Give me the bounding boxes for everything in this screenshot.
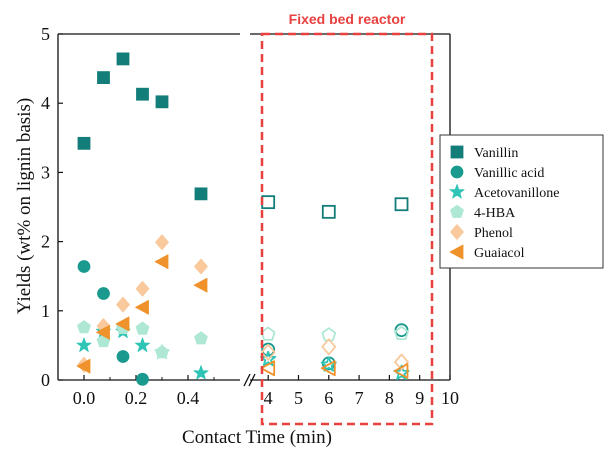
x-axis-title: Contact Time (min): [182, 427, 332, 448]
legend-marker-vanillin: [450, 145, 464, 159]
guaiacol-point: [193, 277, 208, 293]
series-4-hba: [77, 320, 409, 359]
phenol-point: [135, 280, 150, 297]
x-tick-label: 7: [355, 388, 364, 408]
vanillic-acid-point: [116, 350, 130, 363]
vanillin-point: [155, 95, 169, 109]
phenol-fixed-bed-point: [394, 353, 409, 371]
y-tick-label: 0: [41, 370, 50, 390]
acetovanillone-point: [134, 337, 151, 352]
guaiacol-point: [76, 358, 91, 374]
guaiacol-point: [154, 254, 169, 270]
phenol-fixed-bed-point: [260, 343, 276, 361]
y-axis-title: Yields (wt% on lignin basis): [14, 98, 35, 314]
legend-label-phenol: Phenol: [474, 226, 513, 241]
series-vanillin: [77, 52, 409, 219]
vanillin-fixed-bed-point: [261, 195, 276, 210]
guaiacol-point: [115, 316, 130, 332]
x-tick-label: 9: [415, 388, 424, 408]
legend-marker-4-hba: [450, 204, 464, 218]
data-marks: [76, 52, 410, 386]
guaiacol-fixed-bed-point: [320, 360, 336, 377]
legend: Vanillin Vanillic acid Acetovanillone 4-HBA…: [439, 134, 604, 269]
guaiacol-fixed-bed-point: [393, 363, 409, 379]
acetovanillone-point: [193, 365, 209, 380]
legend-label-acetovanillone: Acetovanillone: [474, 186, 560, 201]
vanillic-acid-point: [136, 372, 149, 386]
legend-marker-acetovanillone: [449, 184, 465, 199]
vanillin-fixed-bed-point: [321, 204, 336, 219]
x-tick-label: 8: [385, 388, 394, 408]
plot-frame: [57, 33, 451, 387]
legend-marker-guaiacol: [449, 244, 464, 260]
phenol-fixed-bed-point: [321, 338, 337, 356]
y-tick-label: 1: [41, 301, 50, 321]
phenol-point: [194, 258, 208, 275]
axis-break-mark: [243, 373, 251, 387]
x-tick-label: 6: [324, 388, 333, 408]
4-hba-point: [77, 320, 91, 334]
x-tick-label: 10: [441, 388, 459, 408]
vanillin-point: [116, 52, 130, 66]
legend-label-guaiacol: Guaiacol: [474, 246, 525, 261]
4-hba-point: [194, 331, 208, 345]
x-tick-label: 4: [264, 388, 273, 408]
x-tick-label: 5: [294, 388, 303, 408]
fixed-bed-annotation: Fixed bed reactor: [289, 11, 406, 27]
vanillin-fixed-bed-point: [394, 197, 409, 212]
series-guaiacol: [76, 254, 409, 379]
axis-break-mark: [248, 373, 256, 387]
legend-label-vanillin: Vanillin: [474, 146, 518, 161]
legend-label-4-hba: 4-HBA: [474, 206, 516, 221]
y-tick-label: 3: [41, 162, 50, 182]
4-hba-fixed-bed-point: [260, 326, 276, 341]
x-tick-label: 0.0: [73, 388, 96, 408]
legend-marker-phenol: [450, 224, 464, 240]
4-hba-fixed-bed-point: [394, 325, 409, 341]
vanillin-point: [194, 187, 208, 201]
y-tick-label: 5: [41, 24, 50, 44]
phenol-point: [116, 296, 130, 313]
vanillin-point: [77, 136, 91, 150]
guaiacol-fixed-bed-point: [260, 360, 276, 377]
legend-label-vanillic-acid: Vanillic acid: [474, 166, 544, 181]
y-tick-label: 2: [41, 232, 50, 252]
x-tick-label: 0.2: [125, 388, 148, 408]
phenol-point: [155, 234, 169, 251]
axis-ticks: 0 1 2 3 4 5 0.0 0.2 0.4 4 5 6 7 8 9 10: [41, 24, 459, 408]
vanillin-point: [97, 71, 110, 84]
vanillin-point: [136, 87, 149, 101]
y-tick-label: 4: [41, 93, 50, 113]
vanillic-acid-fixed-bed-point: [261, 342, 276, 357]
guaiacol-point: [135, 299, 149, 315]
x-tick-label: 0.4: [177, 388, 200, 408]
fixed-bed-region-box: [260, 32, 434, 426]
legend-box: [439, 134, 604, 269]
4-hba-point: [155, 345, 169, 359]
legend-marker-vanillic-acid: [450, 165, 464, 179]
acetovanillone-point: [76, 337, 92, 352]
vanillic-acid-point: [97, 287, 110, 300]
vanillic-acid-point: [77, 260, 91, 273]
guaiacol-point: [96, 324, 110, 340]
4-hba-point: [135, 321, 150, 335]
